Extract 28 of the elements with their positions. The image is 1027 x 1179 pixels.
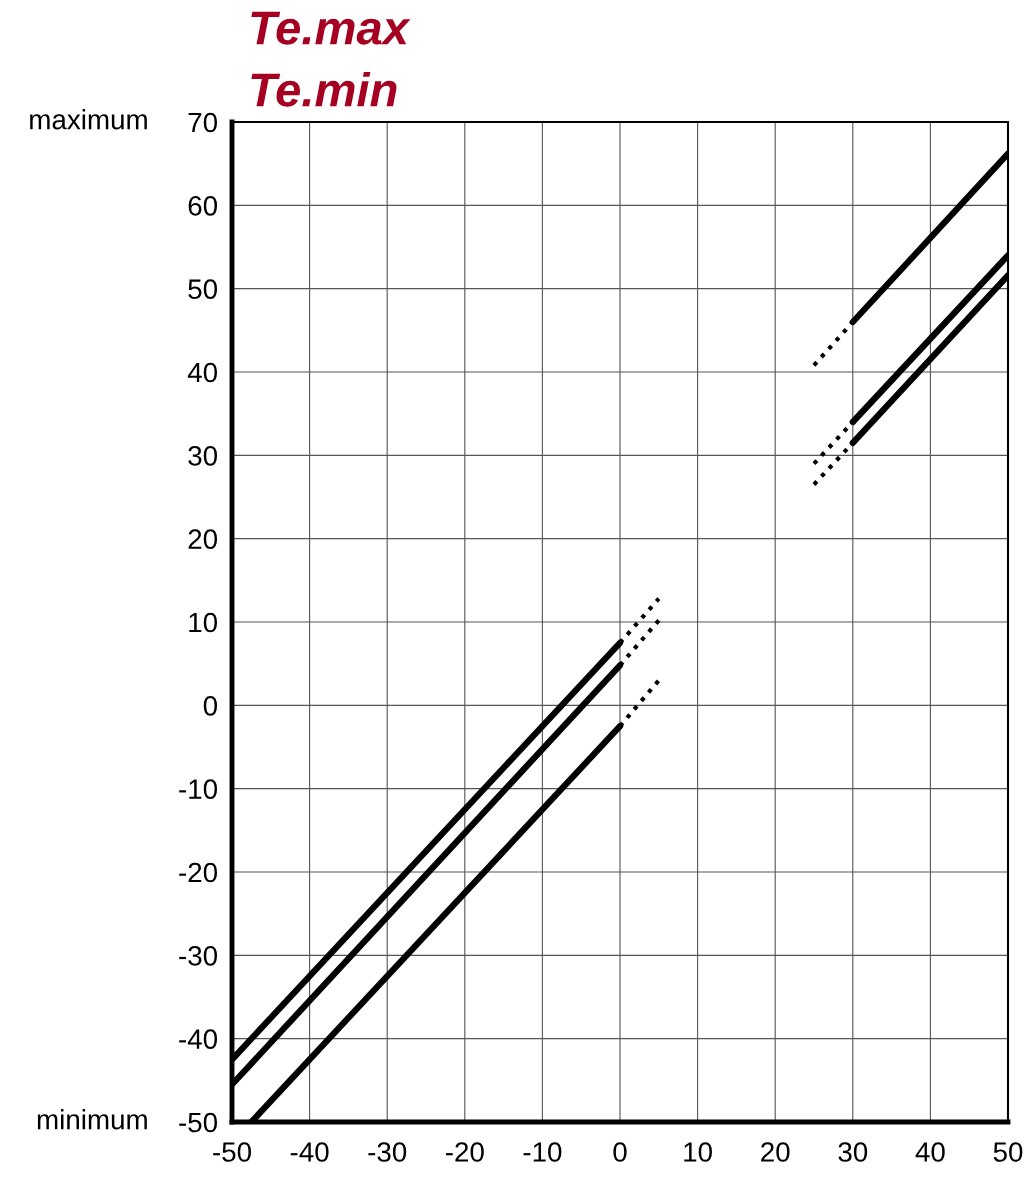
y-tick-label: 0 bbox=[203, 696, 218, 716]
x-tick-label: 0 bbox=[613, 1142, 627, 1162]
chart-title: Te.max bbox=[251, 11, 411, 45]
y-tick-label: 30 bbox=[188, 446, 218, 466]
x-tick-label: -50 bbox=[213, 1142, 251, 1162]
y-tick-label: 70 bbox=[188, 112, 218, 133]
y-tick-label: -10 bbox=[179, 779, 218, 800]
y-tick-label: -20 bbox=[179, 862, 218, 883]
x-tick-label: 40 bbox=[915, 1142, 945, 1162]
text: minimum bbox=[37, 1109, 147, 1130]
x-tick-label: -30 bbox=[368, 1142, 407, 1162]
x-tick-label: -10 bbox=[523, 1142, 562, 1162]
x-tick-label: -20 bbox=[445, 1142, 484, 1162]
x-tick-label: 20 bbox=[761, 1142, 790, 1162]
y-tick-label: -50 bbox=[179, 1112, 218, 1133]
x-tick-label: 10 bbox=[684, 1142, 712, 1162]
y-tick-label: 10 bbox=[189, 612, 218, 633]
y-tick-label: -30 bbox=[179, 946, 218, 966]
y-tick-label: 40 bbox=[187, 362, 218, 383]
x-tick-label: 30 bbox=[838, 1142, 868, 1162]
chart-subtitle: Te.min bbox=[251, 71, 397, 107]
y-tick-label: -40 bbox=[179, 1029, 218, 1050]
y-tick-label: 50 bbox=[188, 279, 218, 300]
text: maximum bbox=[30, 109, 147, 130]
y-tick-label: 20 bbox=[188, 529, 218, 550]
x-tick-label: 50 bbox=[993, 1142, 1023, 1162]
x-tick-label: -40 bbox=[290, 1142, 329, 1162]
y-tick-label: 60 bbox=[188, 196, 218, 216]
